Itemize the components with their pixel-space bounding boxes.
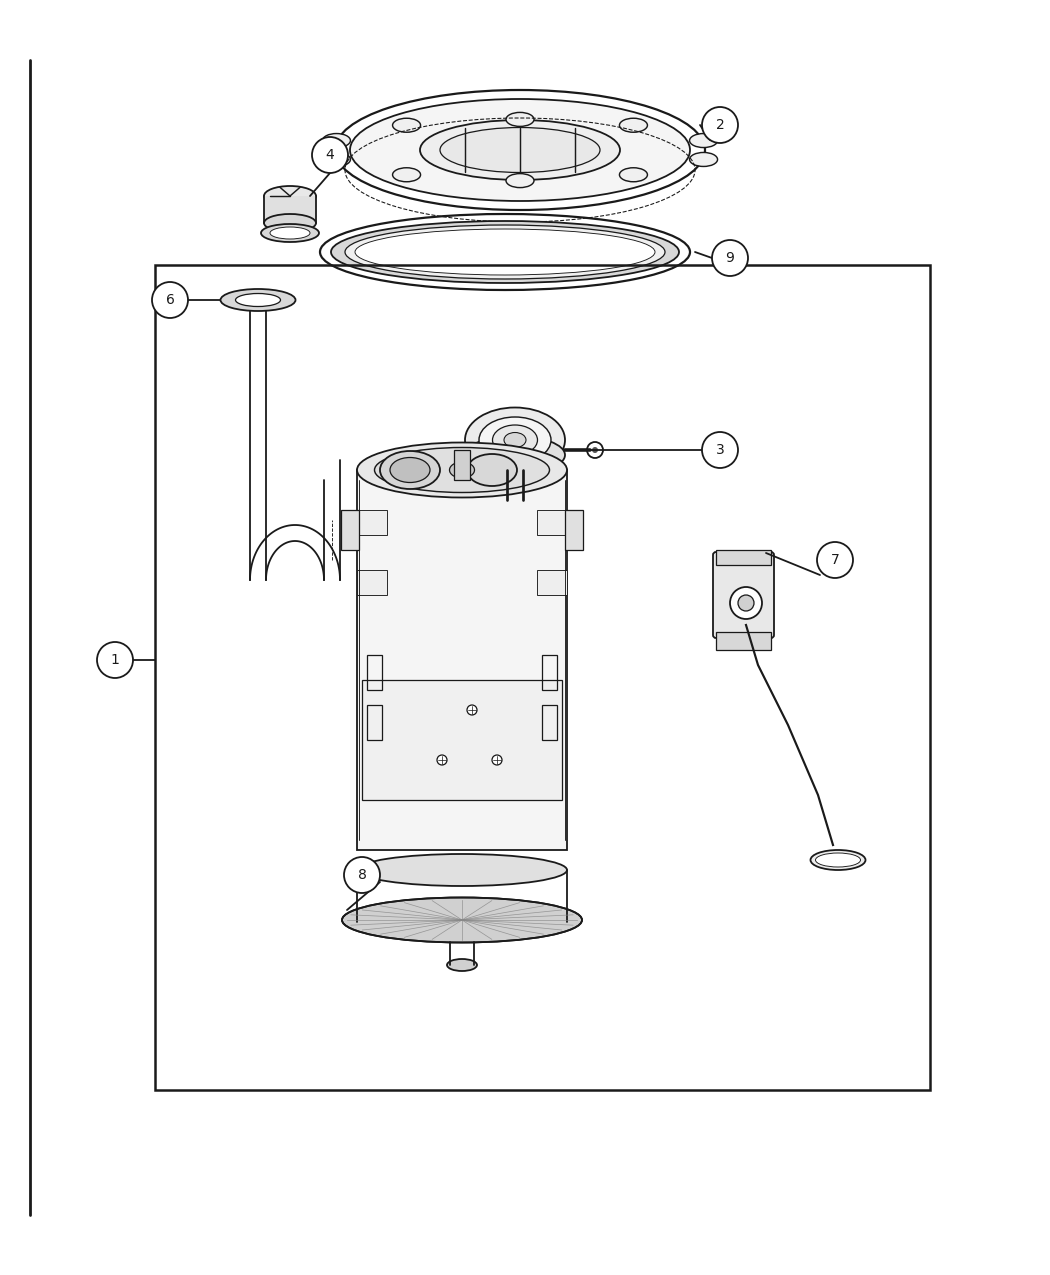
Bar <box>362 680 562 799</box>
Circle shape <box>587 442 603 458</box>
Text: 6: 6 <box>166 293 174 307</box>
Ellipse shape <box>264 214 316 232</box>
Bar <box>537 570 567 595</box>
Bar <box>357 510 387 536</box>
Bar <box>716 632 771 650</box>
Bar <box>357 570 387 595</box>
Circle shape <box>702 107 738 143</box>
Circle shape <box>344 857 380 892</box>
Ellipse shape <box>504 432 526 448</box>
Ellipse shape <box>811 850 865 870</box>
Ellipse shape <box>235 293 280 306</box>
Bar <box>542 705 557 739</box>
Ellipse shape <box>342 898 582 942</box>
Ellipse shape <box>440 128 600 172</box>
Ellipse shape <box>492 425 538 455</box>
Ellipse shape <box>357 854 567 886</box>
Bar <box>565 510 583 550</box>
Bar <box>357 470 567 850</box>
Ellipse shape <box>420 120 620 180</box>
Bar <box>454 450 470 479</box>
Ellipse shape <box>220 289 295 311</box>
Ellipse shape <box>816 853 861 867</box>
Ellipse shape <box>479 417 551 463</box>
Ellipse shape <box>465 408 565 473</box>
Bar <box>368 655 382 690</box>
Bar <box>264 196 316 223</box>
Text: 4: 4 <box>326 148 334 162</box>
Circle shape <box>738 595 754 611</box>
Circle shape <box>592 448 598 453</box>
Ellipse shape <box>465 436 565 474</box>
Ellipse shape <box>264 186 316 207</box>
Ellipse shape <box>506 173 534 187</box>
Ellipse shape <box>331 221 679 283</box>
Text: 8: 8 <box>358 868 366 882</box>
Circle shape <box>712 240 748 275</box>
Text: 2: 2 <box>716 119 724 133</box>
Circle shape <box>817 542 853 578</box>
FancyBboxPatch shape <box>713 552 774 638</box>
Ellipse shape <box>270 227 310 238</box>
Circle shape <box>97 643 133 678</box>
Ellipse shape <box>620 119 648 133</box>
Circle shape <box>730 586 762 618</box>
Circle shape <box>437 755 447 765</box>
Bar <box>542 655 557 690</box>
Text: 7: 7 <box>831 553 839 567</box>
Bar <box>368 705 382 739</box>
Text: 9: 9 <box>726 251 734 265</box>
Ellipse shape <box>467 454 517 486</box>
Text: 1: 1 <box>110 653 120 667</box>
Ellipse shape <box>390 458 430 482</box>
Bar <box>537 510 567 536</box>
Ellipse shape <box>690 134 717 148</box>
Bar <box>155 265 930 1090</box>
Ellipse shape <box>690 153 717 167</box>
Circle shape <box>702 432 738 468</box>
Ellipse shape <box>393 168 421 182</box>
Bar <box>716 550 771 565</box>
Text: 3: 3 <box>716 442 724 456</box>
Ellipse shape <box>357 442 567 497</box>
Ellipse shape <box>620 168 648 182</box>
Ellipse shape <box>355 230 655 275</box>
Ellipse shape <box>380 451 440 490</box>
Ellipse shape <box>345 224 665 279</box>
Ellipse shape <box>322 134 351 148</box>
Circle shape <box>492 755 502 765</box>
Ellipse shape <box>322 153 351 167</box>
Ellipse shape <box>505 496 525 504</box>
Ellipse shape <box>261 224 319 242</box>
Ellipse shape <box>506 112 534 126</box>
Ellipse shape <box>449 462 475 478</box>
Ellipse shape <box>375 448 549 492</box>
Ellipse shape <box>447 959 477 972</box>
Ellipse shape <box>393 119 421 133</box>
Circle shape <box>312 136 348 173</box>
Circle shape <box>152 282 188 317</box>
Bar <box>341 510 359 550</box>
Ellipse shape <box>350 99 690 201</box>
Circle shape <box>467 705 477 715</box>
